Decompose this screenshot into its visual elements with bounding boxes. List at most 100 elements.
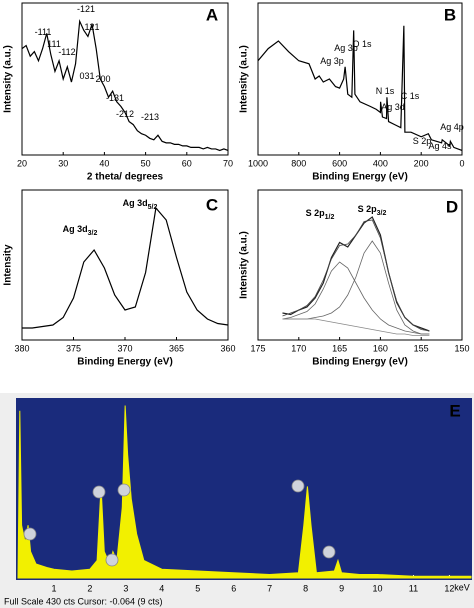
peak-label-text: -112 bbox=[58, 47, 75, 57]
data-line bbox=[282, 219, 430, 332]
x-tick-label: 2 bbox=[87, 583, 92, 593]
x-tick-label: 12 bbox=[444, 583, 454, 593]
peak-label: Ag 3d bbox=[381, 102, 405, 112]
plot-frame bbox=[257, 2, 463, 156]
peak-label: Ag 3p bbox=[334, 43, 358, 53]
x-tick-label: 175 bbox=[250, 343, 265, 353]
y-axis-label: Intensity (a.u.) bbox=[239, 231, 250, 299]
x-tick-label: 365 bbox=[169, 343, 184, 353]
plot-frame bbox=[257, 189, 463, 341]
peak-label: 031 bbox=[79, 71, 94, 81]
x-tick-label: 50 bbox=[141, 158, 151, 168]
element-marker bbox=[291, 479, 305, 493]
peak-label-text: Ag 4s bbox=[428, 141, 452, 151]
element-marker bbox=[117, 483, 131, 497]
x-tick-label: 4 bbox=[159, 583, 164, 593]
peak-label-text: S 2p bbox=[358, 204, 378, 214]
peak-label-text: Ag 3d bbox=[63, 224, 88, 234]
panel-label: B bbox=[444, 5, 456, 24]
x-tick-label: 0 bbox=[459, 158, 464, 168]
x-tick-label: 70 bbox=[223, 158, 233, 168]
peak-label: 121 bbox=[84, 22, 99, 32]
x-tick-label: 20 bbox=[17, 158, 27, 168]
peak-label: -111 bbox=[35, 27, 52, 37]
x-tick-label: 600 bbox=[332, 158, 347, 168]
peak-label-text: O 1s bbox=[352, 39, 372, 49]
peak-label: -213 bbox=[141, 112, 159, 122]
peak-label: S 2p3/2 bbox=[358, 204, 387, 217]
peak-label-text: -121 bbox=[77, 4, 95, 14]
data-line bbox=[282, 216, 430, 332]
x-tick-label: 370 bbox=[117, 343, 132, 353]
x-tick-label: 3 bbox=[123, 583, 128, 593]
element-marker bbox=[92, 485, 106, 499]
x-tick-label: 380 bbox=[14, 343, 29, 353]
spectrum-area bbox=[17, 405, 472, 579]
x-tick-label: 5 bbox=[195, 583, 200, 593]
peak-label: Ag 3d5/2 bbox=[123, 198, 158, 211]
x-tick-label: 375 bbox=[66, 343, 81, 353]
peak-label-text: -131 bbox=[106, 93, 124, 103]
y-axis-label: Intensity (a.u.) bbox=[239, 45, 250, 113]
peak-label: S 2p1/2 bbox=[306, 208, 335, 221]
peak-label: S 2p bbox=[413, 136, 432, 146]
plot-frame bbox=[21, 2, 229, 156]
x-tick-label: 150 bbox=[454, 343, 469, 353]
peak-label: -212 bbox=[116, 109, 134, 119]
peak-label-text: -213 bbox=[141, 112, 159, 122]
x-tick-label: 1000 bbox=[248, 158, 268, 168]
plot-frame bbox=[21, 189, 229, 341]
panel-e-background bbox=[16, 398, 472, 580]
peak-label-sub: 1/2 bbox=[325, 214, 335, 221]
data-line bbox=[282, 318, 430, 336]
status-bar: Full Scale 430 cts Cursor: -0.064 (9 cts… bbox=[4, 596, 163, 606]
x-tick-label: 60 bbox=[182, 158, 192, 168]
x-tick-label: 40 bbox=[99, 158, 109, 168]
element-marker bbox=[23, 527, 37, 541]
x-tick-label: 1 bbox=[51, 583, 56, 593]
peak-label-text: Ag 3d bbox=[381, 102, 405, 112]
data-line bbox=[257, 25, 463, 152]
peak-label-text: Ag 3d bbox=[123, 198, 148, 208]
peak-label-text: N 1s bbox=[376, 86, 395, 96]
peak-label: C 1s bbox=[401, 91, 420, 101]
peak-label: -112 bbox=[58, 47, 75, 57]
x-tick-label: 10 bbox=[373, 583, 383, 593]
x-tick-label: 400 bbox=[373, 158, 388, 168]
x-tick-label: 160 bbox=[373, 343, 388, 353]
y-axis-label: Intensity (a.u.) bbox=[3, 45, 14, 113]
data-line bbox=[21, 18, 229, 152]
peak-label-text: 200 bbox=[95, 74, 110, 84]
x-axis-label: 2 theta/ degrees bbox=[87, 172, 164, 183]
peak-label: 111 bbox=[47, 39, 61, 49]
peak-label: N 1s bbox=[376, 86, 395, 96]
peak-label-text: -212 bbox=[116, 109, 134, 119]
x-tick-label: 7 bbox=[267, 583, 272, 593]
x-tick-label: 155 bbox=[414, 343, 429, 353]
peak-label-sub: 3/2 bbox=[377, 210, 387, 217]
x-unit: keV bbox=[454, 582, 470, 592]
x-tick-label: 200 bbox=[414, 158, 429, 168]
x-axis-label: Binding Energy (eV) bbox=[312, 172, 408, 183]
peak-label-text: Ag 3p bbox=[334, 43, 358, 53]
peak-label-text: -111 bbox=[35, 27, 52, 37]
x-tick-label: 11 bbox=[409, 583, 418, 593]
element-marker bbox=[105, 553, 119, 567]
peak-label-text: S 2p bbox=[306, 208, 326, 218]
peak-label-text: 111 bbox=[47, 39, 61, 49]
x-tick-label: 170 bbox=[291, 343, 306, 353]
peak-label: 200 bbox=[95, 74, 110, 84]
x-axis-label: Binding Energy (eV) bbox=[312, 357, 408, 368]
x-tick-label: 30 bbox=[58, 158, 68, 168]
data-line bbox=[22, 206, 229, 329]
peak-label: -121 bbox=[77, 4, 95, 14]
panel-label: E bbox=[449, 401, 460, 420]
peak-label: Ag 4s bbox=[428, 141, 452, 151]
peak-label: Ag 3d3/2 bbox=[63, 224, 98, 237]
peak-label: Ag 3p bbox=[320, 56, 344, 66]
peak-label-text: 121 bbox=[84, 22, 99, 32]
x-tick-label: 9 bbox=[339, 583, 344, 593]
y-axis-label: Intensity bbox=[3, 244, 14, 286]
